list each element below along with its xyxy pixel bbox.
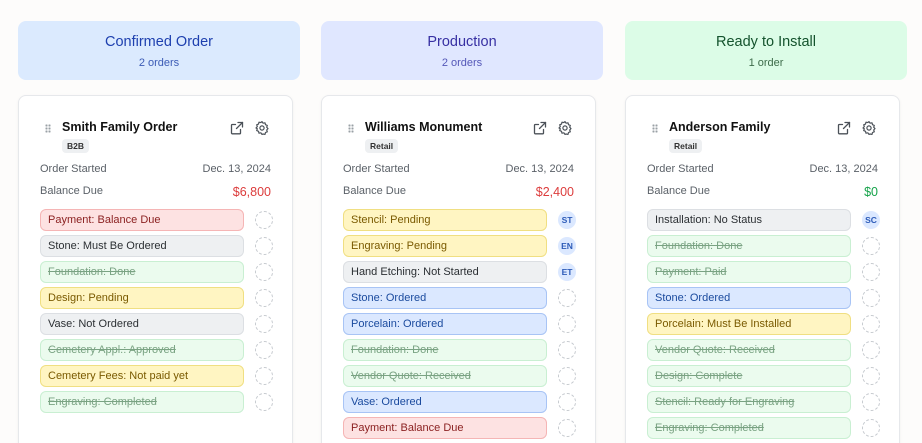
column-header[interactable]: Ready to Install 1 order bbox=[625, 21, 907, 80]
order-card[interactable]: Anderson Family Retail Order Started Dec. 1… bbox=[625, 95, 900, 443]
assign-user-placeholder[interactable] bbox=[558, 393, 576, 411]
assignee-avatar[interactable]: SC bbox=[862, 211, 880, 229]
assign-user-placeholder[interactable] bbox=[862, 263, 880, 281]
order-title: Anderson Family bbox=[669, 120, 771, 134]
task-status-pill[interactable]: Vase: Ordered bbox=[343, 391, 547, 413]
column-title: Production bbox=[427, 34, 497, 50]
order-started-date: Dec. 13, 2024 bbox=[202, 163, 272, 175]
task-status-pill[interactable]: Cemetery Fees: Not paid yet bbox=[40, 365, 244, 387]
assign-user-placeholder[interactable] bbox=[558, 289, 576, 307]
task-status-pill[interactable]: Payment: Balance Due bbox=[343, 417, 547, 439]
task-status-pill[interactable]: Hand Etching: Not Started bbox=[343, 261, 547, 283]
assign-user-placeholder[interactable] bbox=[255, 289, 273, 307]
order-title: Smith Family Order bbox=[62, 120, 178, 134]
assign-user-placeholder[interactable] bbox=[862, 341, 880, 359]
column-order-count: 1 order bbox=[748, 57, 784, 69]
assign-user-placeholder[interactable] bbox=[255, 367, 273, 385]
assign-user-placeholder[interactable] bbox=[862, 315, 880, 333]
task-status-pill[interactable]: Stencil: Pending bbox=[343, 209, 547, 231]
customer-type-badge: B2B bbox=[62, 139, 90, 153]
task-status-pill[interactable]: Foundation: Done bbox=[343, 339, 547, 361]
balance-due-row: Balance Due $6,800 bbox=[40, 185, 271, 199]
task-status-pill[interactable]: Porcelain: Must Be Installed bbox=[647, 313, 851, 335]
assign-user-placeholder[interactable] bbox=[862, 289, 880, 307]
order-started-row: Order Started Dec. 13, 2024 bbox=[647, 163, 878, 175]
drag-handle-icon[interactable] bbox=[348, 124, 354, 133]
assign-user-placeholder[interactable] bbox=[255, 341, 273, 359]
task-status-pill[interactable]: Foundation: Done bbox=[647, 235, 851, 257]
balance-due-label: Balance Due bbox=[647, 185, 710, 197]
balance-due-amount: $0 bbox=[864, 185, 878, 199]
column-order-count: 2 orders bbox=[138, 57, 180, 69]
task-status-pill[interactable]: Design: Complete bbox=[647, 365, 851, 387]
gear-icon[interactable] bbox=[557, 120, 573, 136]
order-card[interactable]: Williams Monument Retail Order Started Dec.… bbox=[321, 95, 596, 443]
external-link-icon[interactable] bbox=[836, 120, 852, 136]
task-status-pill[interactable]: Payment: Paid bbox=[647, 261, 851, 283]
task-status-pill[interactable]: Foundation: Done bbox=[40, 261, 244, 283]
assign-user-placeholder[interactable] bbox=[255, 211, 273, 229]
assign-user-placeholder[interactable] bbox=[255, 393, 273, 411]
task-status-pill[interactable]: Stone: Ordered bbox=[343, 287, 547, 309]
balance-due-label: Balance Due bbox=[343, 185, 406, 197]
assign-user-placeholder[interactable] bbox=[558, 419, 576, 437]
assign-user-placeholder[interactable] bbox=[862, 419, 880, 437]
assign-user-placeholder[interactable] bbox=[255, 315, 273, 333]
balance-due-amount: $6,800 bbox=[232, 185, 271, 199]
order-started-label: Order Started bbox=[40, 163, 107, 175]
task-status-pill[interactable]: Porcelain: Ordered bbox=[343, 313, 547, 335]
order-started-label: Order Started bbox=[343, 163, 410, 175]
assign-user-placeholder[interactable] bbox=[558, 315, 576, 333]
task-status-pill[interactable]: Stone: Ordered bbox=[647, 287, 851, 309]
assign-user-placeholder[interactable] bbox=[255, 237, 273, 255]
task-status-pill[interactable]: Stone: Must Be Ordered bbox=[40, 235, 244, 257]
external-link-icon[interactable] bbox=[229, 120, 245, 136]
task-status-pill[interactable]: Engraving: Completed bbox=[40, 391, 244, 413]
drag-handle-icon[interactable] bbox=[652, 124, 658, 133]
task-status-pill[interactable]: Engraving: Completed bbox=[647, 417, 851, 439]
order-started-date: Dec. 13, 2024 bbox=[505, 163, 575, 175]
assignee-avatar[interactable]: ST bbox=[558, 211, 576, 229]
order-started-date: Dec. 13, 2024 bbox=[809, 163, 879, 175]
customer-type-badge: Retail bbox=[365, 139, 399, 153]
assign-user-placeholder[interactable] bbox=[558, 341, 576, 359]
order-started-row: Order Started Dec. 13, 2024 bbox=[40, 163, 271, 175]
order-started-label: Order Started bbox=[647, 163, 714, 175]
order-started-row: Order Started Dec. 13, 2024 bbox=[343, 163, 574, 175]
balance-due-row: Balance Due $2,400 bbox=[343, 185, 574, 199]
assignee-avatar[interactable]: EN bbox=[558, 237, 576, 255]
assign-user-placeholder[interactable] bbox=[558, 367, 576, 385]
task-status-pill[interactable]: Vase: Not Ordered bbox=[40, 313, 244, 335]
order-title: Williams Monument bbox=[365, 120, 483, 134]
task-status-pill[interactable]: Vendor Quote: Received bbox=[343, 365, 547, 387]
assign-user-placeholder[interactable] bbox=[255, 263, 273, 281]
task-status-pill[interactable]: Vendor Quote: Received bbox=[647, 339, 851, 361]
order-card[interactable]: Smith Family Order B2B Order Started Dec. 1… bbox=[18, 95, 293, 443]
balance-due-label: Balance Due bbox=[40, 185, 103, 197]
column-title: Confirmed Order bbox=[105, 34, 213, 50]
task-status-pill[interactable]: Design: Pending bbox=[40, 287, 244, 309]
assign-user-placeholder[interactable] bbox=[862, 237, 880, 255]
drag-handle-icon[interactable] bbox=[45, 124, 51, 133]
column-order-count: 2 orders bbox=[441, 57, 483, 69]
task-status-pill[interactable]: Payment: Balance Due bbox=[40, 209, 244, 231]
assign-user-placeholder[interactable] bbox=[862, 367, 880, 385]
task-status-pill[interactable]: Installation: No Status bbox=[647, 209, 851, 231]
task-status-pill[interactable]: Engraving: Pending bbox=[343, 235, 547, 257]
column-header[interactable]: Confirmed Order 2 orders bbox=[18, 21, 300, 80]
external-link-icon[interactable] bbox=[532, 120, 548, 136]
column-header[interactable]: Production 2 orders bbox=[321, 21, 603, 80]
customer-type-badge: Retail bbox=[669, 139, 703, 153]
gear-icon[interactable] bbox=[254, 120, 270, 136]
gear-icon[interactable] bbox=[861, 120, 877, 136]
task-status-pill[interactable]: Stencil: Ready for Engraving bbox=[647, 391, 851, 413]
assignee-avatar[interactable]: ET bbox=[558, 263, 576, 281]
balance-due-row: Balance Due $0 bbox=[647, 185, 878, 199]
task-status-pill[interactable]: Cemetery Appl.: Approved bbox=[40, 339, 244, 361]
assign-user-placeholder[interactable] bbox=[862, 393, 880, 411]
balance-due-amount: $2,400 bbox=[535, 185, 574, 199]
column-title: Ready to Install bbox=[716, 34, 816, 50]
